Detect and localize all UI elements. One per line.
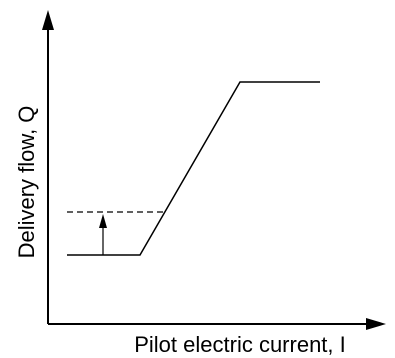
y-axis-label: Delivery flow, Q: [14, 106, 39, 259]
adjustment-arrow-head: [99, 214, 107, 228]
flow-characteristic-curve: [67, 81, 320, 256]
x-axis-label: Pilot electric current, I: [134, 332, 346, 357]
y-axis-arrowhead: [42, 10, 54, 30]
x-axis-arrowhead: [366, 318, 386, 330]
